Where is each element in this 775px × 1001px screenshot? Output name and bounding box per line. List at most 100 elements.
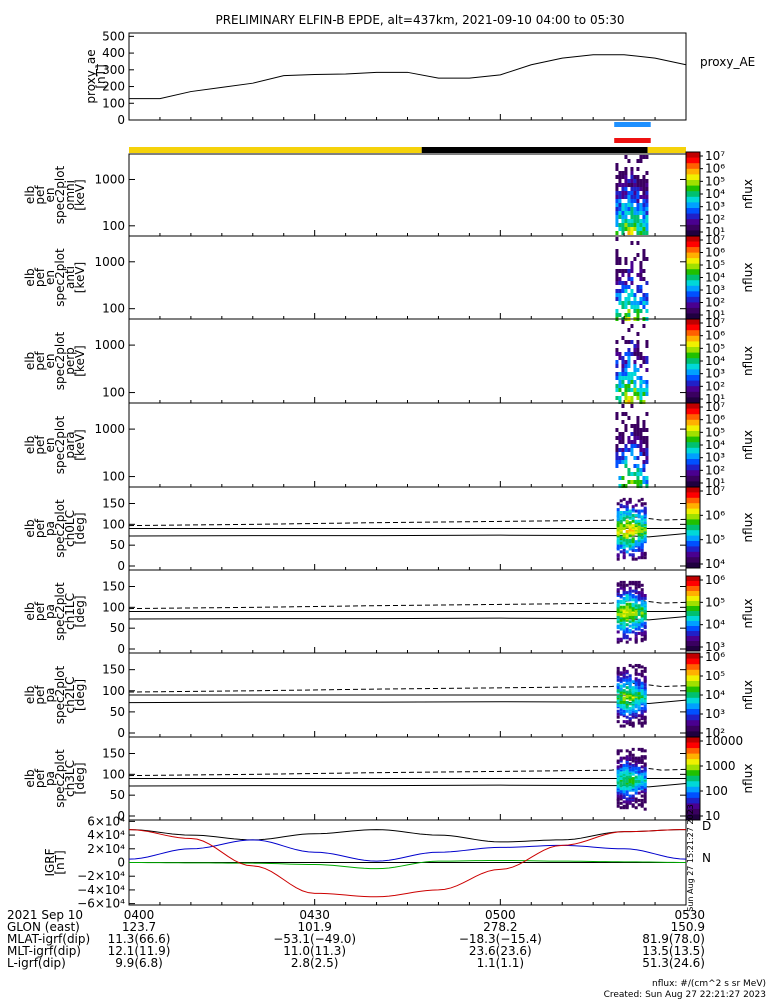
- spectrogram-cell: [634, 519, 638, 523]
- state-bar-segment: [421, 147, 648, 153]
- proxy-ae-line: [129, 54, 687, 100]
- spectrogram-cell: [631, 747, 635, 751]
- spectrogram-cell: [624, 223, 628, 227]
- axis-label-line: omni: [63, 180, 77, 210]
- footer-value: 1.1(1.1): [476, 956, 525, 970]
- spectrogram-cell: [618, 372, 622, 376]
- spectrogram-cell: [618, 289, 622, 293]
- colorbar-segment: [686, 168, 700, 175]
- spectrogram-cell: [622, 524, 626, 528]
- spectrogram-cell: [615, 219, 619, 223]
- spectrogram-cell: [633, 440, 637, 444]
- spectrogram-cell: [634, 627, 638, 631]
- spectrogram-cell: [639, 392, 643, 396]
- spectrogram-cell: [645, 179, 649, 183]
- spectrogram-cell: [640, 548, 644, 552]
- spectrogram-cell: [619, 724, 623, 728]
- spectrogram-cell: [616, 599, 620, 603]
- spectrogram-cell: [631, 763, 635, 767]
- colorbar-segment: [686, 386, 700, 393]
- spectrogram-cell: [618, 223, 622, 227]
- colorbar-tick-label: 10¹: [705, 392, 725, 406]
- y-tick-label: 100: [102, 219, 125, 233]
- colorbar-segment: [686, 586, 700, 592]
- spectrogram-cell: [619, 671, 623, 675]
- spectrogram-cell: [630, 340, 634, 344]
- spectrogram-cell: [627, 219, 631, 223]
- colorbar-segment: [686, 185, 700, 192]
- spectrogram-cell: [634, 513, 638, 517]
- spectrogram-cell: [634, 766, 638, 770]
- spectrogram-cell: [643, 624, 647, 628]
- spectrogram-cell: [633, 211, 637, 215]
- colorbar-segment: [686, 792, 700, 799]
- loss-cone-dashed-line: [128, 599, 687, 610]
- spectrogram-cell: [618, 199, 622, 203]
- colorbar-segment: [686, 814, 700, 821]
- y-tick-label: 100: [102, 386, 125, 400]
- axis-label-line: pef: [33, 185, 47, 205]
- spectrogram-cell: [618, 313, 622, 317]
- spectrogram-cell: [628, 717, 632, 721]
- spectrogram-cell: [625, 797, 629, 801]
- spectrogram-cell: [616, 804, 620, 808]
- spectrogram-cell: [625, 614, 629, 618]
- footer-value: 12.1(11.9): [107, 944, 171, 958]
- spectrogram-cell: [640, 672, 644, 676]
- spectrogram-cell: [627, 480, 631, 484]
- spectrogram-cell: [625, 640, 629, 644]
- spectrogram-cell: [619, 544, 623, 548]
- spectrogram-cell: [637, 798, 641, 802]
- spectrogram-cell: [621, 432, 625, 436]
- state-bar-segment: [647, 147, 686, 153]
- colorbar-label: nflux: [741, 430, 755, 460]
- spectrogram-cell: [639, 159, 643, 163]
- spectrogram-cell: [616, 602, 620, 606]
- spectrogram-cell: [618, 436, 622, 440]
- spectrogram-cell: [615, 460, 619, 464]
- spectrogram-cell: [636, 348, 640, 352]
- spectrogram-cell: [642, 301, 646, 305]
- spectrogram-cell: [643, 749, 647, 753]
- spectrogram-cell: [625, 755, 629, 759]
- spectrogram-cell: [619, 535, 623, 539]
- spectrogram-cell: [624, 340, 628, 344]
- spectrogram-cell: [636, 195, 640, 199]
- spectrogram-cell: [615, 211, 619, 215]
- colorbar-segment: [686, 224, 700, 231]
- spectrogram-cell: [615, 249, 619, 253]
- colorbar-tick-label: 10⁴: [705, 557, 725, 571]
- spectrogram-cell: [637, 692, 641, 696]
- colorbar-segment: [686, 541, 700, 547]
- spectrogram-cell: [645, 223, 649, 227]
- y-tick-label: 100: [102, 684, 125, 698]
- colorbar-segment: [686, 703, 700, 710]
- spectrogram-cell: [645, 356, 649, 360]
- pitch-angle-panels: 150100500elbpefpaspec2plotch0LC[deg]1501…: [23, 486, 687, 823]
- spectrogram-cell: [616, 508, 620, 512]
- spectrogram-cell: [640, 637, 644, 641]
- figure-title: PRELIMINARY ELFIN-B EPDE, alt=437km, 202…: [215, 13, 624, 27]
- colorbar-tick-label: 10³: [705, 451, 725, 465]
- spectrogram-cell: [634, 791, 638, 795]
- spectrogram-cell: [628, 586, 632, 590]
- spectrogram-cell: [637, 612, 641, 616]
- spectrogram-cell: [630, 352, 634, 356]
- status-bars: [129, 122, 686, 153]
- spectrogram-cell: [615, 237, 619, 241]
- spectrogram-cell: [624, 211, 628, 215]
- spectrogram-cell: [624, 396, 628, 400]
- spectrogram-cell: [624, 364, 628, 368]
- y-tick-label: −2×10⁴: [77, 869, 125, 883]
- spectrogram-cell: [645, 257, 649, 261]
- spectrogram-cell: [622, 516, 626, 520]
- spectrogram-cell: [628, 629, 632, 632]
- spectrogram-cell: [615, 352, 619, 356]
- spectrogram-cell: [639, 223, 643, 227]
- colorbar-label: nflux: [741, 513, 755, 543]
- spectrogram-cell: [627, 340, 631, 344]
- spectrogram-cell: [637, 499, 641, 503]
- spectrogram-cell: [642, 388, 646, 392]
